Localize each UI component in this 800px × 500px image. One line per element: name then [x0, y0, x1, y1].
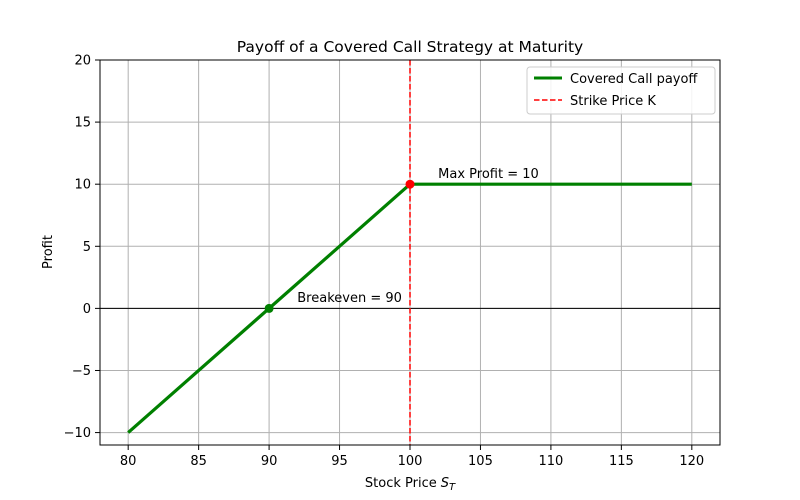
- y-tick-label-2: 0: [83, 302, 91, 317]
- x-axis-label: Stock Price ST: [365, 476, 456, 493]
- axis-ticks: 80 85 90 95 100 105 110 115 120 −10 −5 0 5 10 15 20: [64, 54, 705, 470]
- legend-box: [526, 66, 716, 115]
- x-tick-label-105: 105: [468, 454, 493, 469]
- x-axis-label-s: S: [441, 476, 449, 491]
- x-tick-label-90: 90: [261, 454, 278, 469]
- x-axis-label-text: Stock Price: [365, 476, 437, 491]
- x-tick-label-80: 80: [120, 454, 137, 469]
- legend: Covered Call payoff Strike Price K: [526, 66, 716, 115]
- annotations: Breakeven = 90 Max Profit = 10: [297, 167, 539, 306]
- y-tick-label-0: −10: [64, 426, 91, 441]
- legend-label-covered-call: Covered Call payoff: [570, 72, 698, 87]
- x-axis-label-subscript: T: [449, 482, 456, 493]
- y-tick-label-4: 10: [74, 178, 91, 193]
- x-tick-label-110: 110: [538, 454, 563, 469]
- legend-label-strike: Strike Price K: [570, 94, 656, 109]
- max-profit-annotation: Max Profit = 10: [438, 167, 539, 182]
- y-tick-label-1: −5: [72, 364, 91, 379]
- y-axis-label: Profit: [41, 235, 56, 269]
- x-tick-label-95: 95: [331, 454, 348, 469]
- chart-title: Payoff of a Covered Call Strategy at Mat…: [237, 38, 583, 56]
- marker-points: [264, 179, 415, 313]
- y-tick-label-6: 20: [74, 54, 91, 69]
- max-profit-point: [405, 179, 415, 189]
- x-tick-label-100: 100: [398, 454, 423, 469]
- y-tick-label-3: 5: [83, 240, 91, 255]
- x-tick-label-115: 115: [609, 454, 634, 469]
- x-tick-label-120: 120: [679, 454, 704, 469]
- y-tick-label-5: 15: [74, 116, 91, 131]
- breakeven-point: [264, 303, 274, 313]
- reference-lines: [100, 60, 720, 445]
- breakeven-annotation: Breakeven = 90: [297, 291, 402, 306]
- x-tick-label-85: 85: [190, 454, 207, 469]
